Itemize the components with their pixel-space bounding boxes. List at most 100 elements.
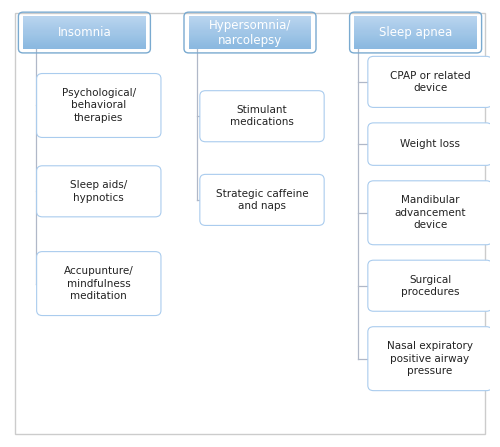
FancyBboxPatch shape — [368, 56, 492, 107]
Bar — [354, 29, 477, 30]
Bar — [354, 21, 477, 23]
Bar — [354, 47, 477, 49]
Bar — [189, 41, 311, 42]
Bar — [189, 25, 311, 26]
Bar — [23, 19, 146, 21]
Bar — [354, 27, 477, 28]
FancyBboxPatch shape — [200, 91, 324, 142]
Bar — [354, 46, 477, 47]
Bar — [189, 44, 311, 46]
Bar — [189, 28, 311, 30]
Bar — [189, 19, 311, 21]
Text: Hypersomnia/
narcolepsy: Hypersomnia/ narcolepsy — [209, 18, 291, 46]
FancyBboxPatch shape — [368, 123, 492, 165]
Bar — [23, 30, 146, 31]
Bar — [23, 31, 146, 33]
Bar — [23, 24, 146, 25]
Text: Surgical
procedures: Surgical procedures — [401, 274, 459, 297]
FancyBboxPatch shape — [36, 73, 161, 138]
Bar — [354, 30, 477, 31]
Bar — [354, 40, 477, 41]
Bar — [354, 17, 477, 19]
Text: Psychological/
behavioral
therapies: Psychological/ behavioral therapies — [62, 88, 136, 123]
Bar — [354, 28, 477, 30]
Text: Insomnia: Insomnia — [58, 26, 112, 39]
Bar — [23, 25, 146, 26]
Bar — [354, 32, 477, 34]
Bar — [23, 34, 146, 36]
Bar — [23, 35, 146, 37]
Bar — [23, 46, 146, 47]
Bar — [354, 19, 477, 21]
Bar — [23, 41, 146, 42]
Bar — [23, 29, 146, 30]
Bar — [354, 45, 477, 46]
Bar — [23, 21, 146, 23]
Bar — [23, 16, 146, 17]
Bar — [354, 24, 477, 25]
Bar — [354, 25, 477, 27]
Bar — [189, 21, 311, 23]
Bar — [189, 16, 311, 17]
Bar — [354, 18, 477, 20]
Bar — [354, 38, 477, 39]
Bar — [354, 25, 477, 26]
Bar — [189, 40, 311, 41]
FancyBboxPatch shape — [36, 252, 161, 316]
Text: Strategic caffeine
and naps: Strategic caffeine and naps — [216, 189, 308, 211]
Bar — [189, 42, 311, 43]
Bar — [189, 32, 311, 34]
Bar — [189, 47, 311, 49]
Text: Accupunture/
mindfulness
meditation: Accupunture/ mindfulness meditation — [64, 266, 134, 301]
Bar — [189, 20, 311, 22]
Bar — [23, 36, 146, 38]
Bar — [23, 47, 146, 49]
Bar — [23, 45, 146, 46]
Bar — [354, 22, 477, 24]
Bar — [189, 33, 311, 35]
Bar — [354, 34, 477, 36]
Bar — [189, 34, 311, 36]
Bar — [354, 33, 477, 35]
Bar — [189, 18, 311, 20]
Bar — [189, 17, 311, 19]
Text: Stimulant
medications: Stimulant medications — [230, 105, 294, 127]
Text: Sleep apnea: Sleep apnea — [379, 26, 452, 39]
Bar — [354, 38, 477, 40]
FancyBboxPatch shape — [36, 166, 161, 217]
Bar — [354, 16, 477, 17]
Bar — [23, 28, 146, 30]
Bar — [354, 43, 477, 44]
Bar — [189, 24, 311, 25]
Text: Sleep aids/
hypnotics: Sleep aids/ hypnotics — [70, 180, 128, 202]
Bar — [189, 38, 311, 39]
Text: Nasal expiratory
positive airway
pressure: Nasal expiratory positive airway pressur… — [387, 341, 473, 376]
Text: CPAP or related
device: CPAP or related device — [390, 71, 470, 93]
Bar — [189, 31, 311, 33]
Text: Mandibular
advancement
device: Mandibular advancement device — [394, 195, 466, 230]
Bar — [189, 25, 311, 27]
FancyBboxPatch shape — [368, 181, 492, 245]
Bar — [189, 30, 311, 31]
Bar — [189, 43, 311, 44]
Bar — [189, 29, 311, 30]
Bar — [354, 36, 477, 38]
Bar — [23, 44, 146, 46]
Bar — [189, 46, 311, 47]
Bar — [189, 45, 311, 46]
Bar — [354, 44, 477, 46]
Bar — [23, 20, 146, 22]
Bar — [354, 35, 477, 37]
FancyBboxPatch shape — [368, 260, 492, 311]
Bar — [23, 18, 146, 20]
Bar — [23, 25, 146, 27]
Bar — [189, 22, 311, 24]
Bar — [189, 27, 311, 28]
Bar — [23, 43, 146, 44]
FancyBboxPatch shape — [200, 174, 324, 225]
Bar — [354, 20, 477, 22]
Bar — [23, 22, 146, 24]
Bar — [23, 33, 146, 35]
Bar — [23, 17, 146, 19]
Bar — [23, 42, 146, 43]
